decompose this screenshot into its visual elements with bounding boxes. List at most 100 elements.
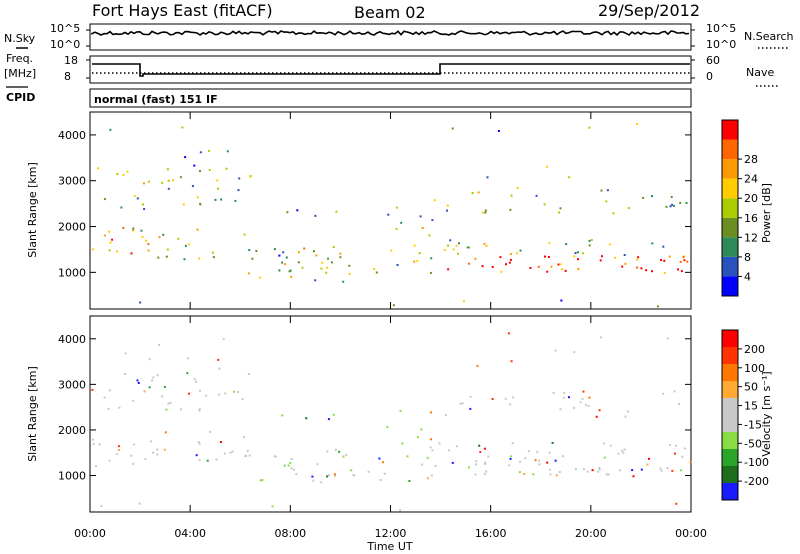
pow-cell: [109, 128, 112, 131]
pow-cell: [220, 198, 223, 201]
vel-cell: [287, 464, 290, 467]
pow-cell: [588, 239, 591, 242]
nsearch-axis-bottom: 10^0: [706, 38, 736, 51]
pow-cell: [108, 230, 111, 233]
pow-cell: [126, 170, 129, 173]
vel-cell: [95, 465, 97, 468]
pow-cell: [656, 305, 659, 308]
vel-cell: [293, 468, 295, 471]
pow-cell: [238, 177, 241, 180]
vel-cell: [290, 458, 293, 460]
pow-cell: [165, 255, 168, 258]
pow-colorbar-tick: 16: [744, 212, 758, 225]
pow-cell: [627, 207, 630, 210]
pow-cell: [433, 199, 436, 202]
vel-cell: [455, 445, 458, 448]
vel-cell: [538, 463, 541, 466]
vel-cell: [683, 447, 686, 450]
pow-cell: [278, 269, 281, 272]
vel-cell: [312, 479, 315, 482]
vel-cell: [579, 401, 582, 404]
vel-cell: [197, 441, 200, 443]
pow-cell: [599, 259, 602, 262]
vel-cell: [523, 473, 526, 475]
freq-trace: [92, 63, 690, 77]
pow-cell: [396, 264, 399, 266]
vel-cell: [430, 411, 432, 414]
vel-cell: [623, 448, 626, 451]
pow-cell: [429, 271, 432, 274]
pow-cell: [142, 203, 144, 206]
vel-cell: [666, 337, 669, 340]
pow-cell: [147, 249, 150, 252]
vel-cell: [680, 469, 682, 472]
beam-title: Beam 02: [354, 3, 426, 22]
pow-cell: [458, 242, 460, 245]
pow-cell: [289, 269, 292, 272]
pow-cell: [673, 204, 675, 207]
vel-cell: [316, 463, 319, 466]
pow-cell: [449, 239, 452, 242]
vel-cell: [558, 471, 561, 473]
vel-cell: [491, 398, 494, 400]
vel-cell: [598, 409, 601, 412]
pow-cell: [590, 239, 593, 241]
vel-colorbar-swatch: [722, 466, 738, 483]
pow-cell: [431, 219, 434, 222]
freq-label: Freq.: [6, 52, 33, 65]
vel-cell: [198, 409, 201, 412]
pow-cell: [348, 272, 351, 275]
vel-cell: [152, 376, 155, 379]
vel-ytick-label: 4000: [58, 333, 86, 346]
vel-cell: [674, 452, 676, 455]
pow-cell: [243, 233, 246, 236]
vel-cell: [92, 442, 95, 445]
pow-cell: [278, 254, 281, 257]
pow-cell: [143, 182, 145, 185]
pow-cell: [301, 266, 304, 269]
power-colorbar-label: Power [dB]: [760, 183, 773, 243]
pow-cell: [390, 249, 393, 252]
vel-cell: [416, 436, 419, 439]
nave-axis-bottom: 0: [706, 70, 713, 83]
pow-cell: [281, 261, 284, 264]
pow-colorbar-swatch: [722, 120, 738, 140]
vel-cell: [605, 473, 608, 476]
pow-cell: [335, 210, 338, 213]
pow-cell: [577, 268, 580, 271]
pow-cell: [184, 244, 187, 247]
vel-colorbar-tick: 15: [744, 400, 758, 413]
vel-cell: [469, 395, 472, 398]
pow-cell: [606, 189, 609, 192]
vel-cell: [289, 461, 292, 464]
vel-cell: [619, 469, 621, 472]
nsky-strip: N.Sky 10^5 10^0 10^5 10^0 N.Search: [4, 22, 794, 51]
cpid-strip: normal (fast) 151 IF: [89, 88, 692, 108]
cpid-value: normal (fast) 151 IF: [94, 93, 218, 106]
vel-cell: [158, 344, 161, 346]
vel-cell: [383, 472, 386, 475]
vel-cell: [215, 458, 218, 461]
pow-cell: [158, 236, 161, 239]
pow-cell: [662, 245, 665, 248]
pow-cell: [544, 255, 546, 258]
vel-cell: [536, 451, 539, 454]
vel-cell: [563, 391, 566, 394]
pow-cell: [484, 211, 487, 214]
pow-cell: [182, 203, 185, 206]
pow-cell: [217, 187, 220, 190]
vel-cell: [574, 468, 577, 471]
vel-cell: [581, 398, 584, 400]
vel-cell: [427, 477, 429, 480]
vel-cell: [218, 367, 221, 370]
vel-cell: [673, 390, 676, 393]
freq-unit: [MHz]: [4, 67, 36, 80]
vel-cell: [459, 402, 462, 405]
pow-cell: [509, 258, 512, 261]
vel-cell: [98, 443, 101, 446]
vel-cell: [681, 455, 684, 458]
pow-cell: [614, 256, 617, 259]
pow-colorbar-tick: 24: [744, 173, 758, 186]
vel-cell: [165, 408, 168, 411]
